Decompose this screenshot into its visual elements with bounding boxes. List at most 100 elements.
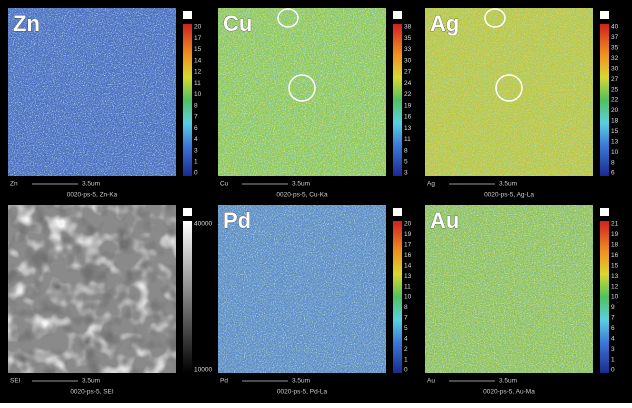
colorbar [393, 24, 402, 176]
colorbar [600, 221, 609, 373]
colorbar-tick-label: 4 [194, 136, 198, 143]
map-caption: 0020-ps-5, Au-Ma [483, 389, 535, 396]
colorbar-tick-label: 1 [194, 158, 198, 165]
colorbar-top [393, 208, 402, 216]
colorbar-tick-label: 32 [611, 55, 619, 62]
colorbar-top [600, 208, 609, 216]
colorbar-tick-label: 1 [404, 356, 408, 363]
map-caption: 0020-ps-5, Pd-La [277, 389, 328, 396]
scale-bar-label: 3.5um [499, 378, 517, 385]
colorbar [393, 221, 402, 373]
colorbar-tick-label: 22 [404, 91, 412, 98]
colorbar-tick-label: 15 [194, 46, 202, 53]
colorbar-top [600, 11, 609, 19]
colorbar-top [393, 11, 402, 19]
colorbar-tick-label: 24 [404, 80, 412, 87]
map-panel: Au21191816151312109764310Au3.5um0020-ps-… [425, 205, 619, 396]
colorbar-tick-label: 10 [611, 149, 619, 156]
colorbar-tick-label: 13 [611, 138, 619, 145]
colorbar-tick-label: 30 [404, 57, 412, 64]
colorbar-tick-label: 40000 [194, 221, 212, 228]
eds-map-figure: Zn201715141211108764310Zn3.5um0020-ps-5,… [0, 0, 632, 403]
colorbar-tick-label: 1 [611, 356, 615, 363]
scale-bar-label: 3.5um [82, 181, 100, 188]
scale-bar-label: 3.5um [82, 378, 100, 385]
colorbar-tick-label: 27 [404, 69, 412, 76]
colorbar-tick-label: 16 [404, 114, 412, 121]
scale-bar-label: 3.5um [292, 378, 310, 385]
colorbar-top [183, 11, 192, 19]
colorbar-tick-label: 8 [404, 147, 408, 154]
colorbar-tick-label: 3 [194, 147, 198, 154]
colorbar-tick-label: 0 [611, 367, 615, 374]
colorbar-tick-label: 2 [404, 346, 408, 353]
colorbar-tick-label: 19 [611, 231, 619, 238]
colorbar-tick-label: 16 [404, 252, 412, 259]
colorbar-tick-label: 35 [611, 45, 619, 52]
element-label: Pd [223, 208, 251, 233]
colorbar-tick-label: 21 [611, 221, 619, 228]
colorbar-tick-label: 8 [194, 102, 198, 109]
colorbar-tick-label: 18 [611, 118, 619, 125]
map-caption: 0020-ps-5, SEI [70, 389, 114, 396]
colorbar-tick-label: 19 [404, 231, 412, 238]
colorbar-tick-label: 40 [611, 24, 619, 31]
colorbar-tick-label: 0 [404, 367, 408, 374]
element-label: Zn [13, 11, 40, 36]
colorbar-tick-label: 6 [611, 325, 615, 332]
colorbar-tick-label: 7 [611, 315, 615, 322]
colorbar-tick-label: 9 [611, 304, 615, 311]
colorbar-tick-label: 14 [194, 57, 202, 64]
colorbar-tick-label: 10 [194, 91, 202, 98]
colorbar-tick-label: 20 [194, 24, 202, 31]
colorbar-tick-label: 8 [611, 159, 615, 166]
channel-label: Ag [427, 181, 435, 188]
colorbar-tick-label: 7 [194, 114, 198, 121]
channel-label: Zn [10, 181, 18, 188]
colorbar-tick-label: 11 [194, 80, 201, 87]
channel-label: Pd [220, 378, 228, 385]
colorbar-tick-label: 11 [404, 136, 411, 143]
colorbar-tick-label: 13 [404, 125, 412, 132]
colorbar-tick-label: 15 [611, 128, 619, 135]
colorbar-tick-label: 5 [404, 325, 408, 332]
channel-label: Cu [220, 181, 229, 188]
colorbar-tick-label: 6 [611, 170, 615, 177]
colorbar-tick-label: 7 [404, 315, 408, 322]
colorbar-tick-label: 17 [404, 242, 412, 249]
colorbar-tick-label: 17 [194, 35, 202, 42]
colorbar [183, 24, 192, 176]
colorbar-tick-label: 12 [194, 69, 202, 76]
colorbar-top [183, 208, 192, 216]
colorbar-tick-label: 10 [611, 294, 619, 301]
colorbar-tick-label: 0 [194, 170, 198, 177]
element-label: Cu [223, 11, 252, 36]
colorbar-tick-label: 38 [404, 24, 412, 31]
colorbar-tick-label: 6 [194, 125, 198, 132]
colorbar-tick-label: 4 [611, 335, 615, 342]
colorbar-tick-label: 33 [404, 46, 412, 53]
colorbar-tick-label: 14 [404, 262, 412, 269]
colorbar [183, 221, 192, 373]
element-label: Au [430, 208, 459, 233]
scale-bar-label: 3.5um [292, 181, 310, 188]
colorbar-tick-label: 16 [611, 252, 619, 259]
colorbar-tick-label: 18 [611, 242, 619, 249]
channel-label: SEI [10, 378, 21, 385]
colorbar-tick-label: 15 [611, 262, 619, 269]
colorbar-tick-label: 5 [404, 158, 408, 165]
scale-bar-label: 3.5um [499, 181, 517, 188]
colorbar-tick-label: 35 [404, 35, 412, 42]
colorbar [600, 24, 609, 176]
element-label: Ag [430, 11, 459, 36]
colorbar-tick-label: 20 [611, 107, 619, 114]
colorbar-tick-label: 22 [611, 97, 619, 104]
colorbar-tick-label: 3 [611, 346, 615, 353]
colorbar-tick-label: 11 [404, 283, 411, 290]
map-texture [8, 205, 176, 373]
colorbar-tick-label: 20 [404, 221, 412, 228]
